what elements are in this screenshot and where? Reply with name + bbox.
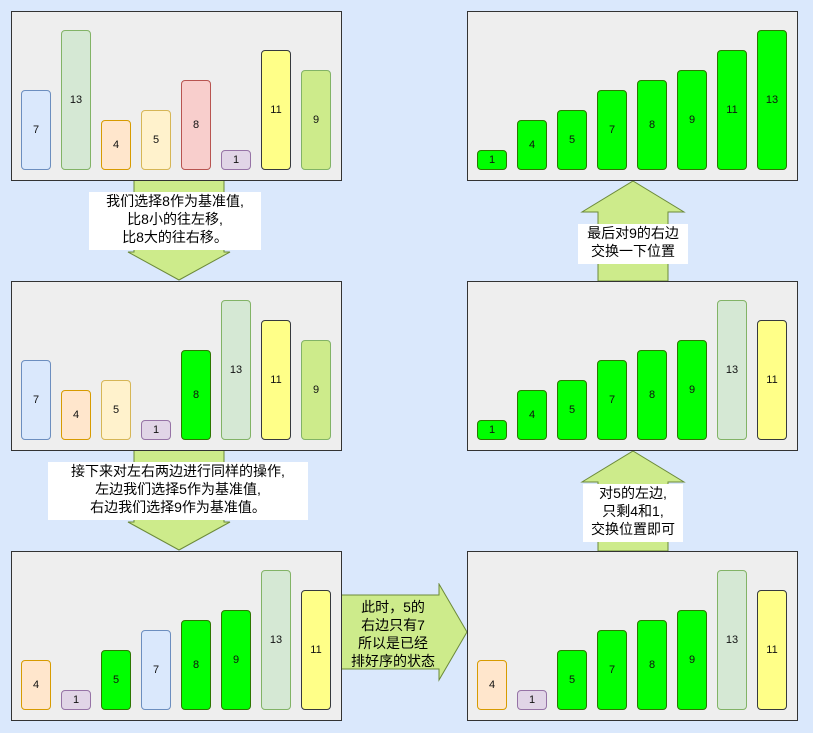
bar-1: 1: [221, 150, 251, 170]
bar-1: 1: [477, 150, 507, 170]
panel-step4: 4 1 5 7 8 9 13 11: [467, 551, 798, 721]
bar-9: 9: [677, 70, 707, 170]
note-right-of-5: 此时，5的 右边只有7 所以是已经 排好序的状态: [351, 599, 435, 669]
bar-4: 4: [517, 390, 547, 440]
bar-13: 13: [717, 300, 747, 440]
bar-9: 9: [677, 340, 707, 440]
bar-5: 5: [557, 110, 587, 170]
bar-13: 13: [221, 300, 251, 440]
bar-7: 7: [21, 360, 51, 440]
bar-5: 5: [557, 380, 587, 440]
bar-9: 9: [301, 340, 331, 440]
bar-4: 4: [101, 120, 131, 170]
panel-step1: 7 13 4 5 8 1 11 9: [11, 11, 342, 181]
bar-8: 8: [181, 80, 211, 170]
bar-4: 4: [477, 660, 507, 710]
panel-step6: 1 4 5 7 8 9 11 13: [467, 11, 798, 181]
bar-13: 13: [261, 570, 291, 710]
arrow-right: [341, 583, 469, 683]
bar-7: 7: [597, 360, 627, 440]
note-pivot-8: 我们选择8作为基准值, 比8小的往左移, 比8大的往右移。: [89, 192, 261, 250]
bar-7: 7: [597, 630, 627, 710]
bar-9: 9: [221, 610, 251, 710]
bar-4: 4: [517, 120, 547, 170]
panel-step2: 7 4 5 1 8 13 11 9: [11, 281, 342, 451]
note-left-of-5: 对5的左边, 只剩4和1, 交换位置即可: [583, 484, 683, 542]
bar-8: 8: [181, 620, 211, 710]
bar-11: 11: [757, 590, 787, 710]
bar-11: 11: [757, 320, 787, 440]
panel-step5: 1 4 5 7 8 9 13 11: [467, 281, 798, 451]
bar-13: 13: [61, 30, 91, 170]
bar-5: 5: [101, 380, 131, 440]
bar-11: 11: [261, 320, 291, 440]
bar-7: 7: [141, 630, 171, 710]
bar-7: 7: [21, 90, 51, 170]
bar-4: 4: [61, 390, 91, 440]
bar-8: 8: [637, 350, 667, 440]
bar-8: 8: [637, 620, 667, 710]
bar-1: 1: [61, 690, 91, 710]
bar-13: 13: [757, 30, 787, 170]
bar-11: 11: [261, 50, 291, 170]
bar-7: 7: [597, 90, 627, 170]
note-right-of-9: 最后对9的右边 交换一下位置: [578, 224, 688, 264]
bar-1: 1: [141, 420, 171, 440]
bar-9: 9: [301, 70, 331, 170]
bar-13: 13: [717, 570, 747, 710]
bar-8: 8: [637, 80, 667, 170]
bar-1: 1: [517, 690, 547, 710]
bar-5: 5: [141, 110, 171, 170]
panel-step3: 4 1 5 7 8 9 13 11: [11, 551, 342, 721]
bar-4: 4: [21, 660, 51, 710]
bar-5: 5: [557, 650, 587, 710]
bar-5: 5: [101, 650, 131, 710]
bar-9: 9: [677, 610, 707, 710]
bar-11: 11: [717, 50, 747, 170]
note-pivot-5-9: 接下来对左右两边进行同样的操作, 左边我们选择5作为基准值, 右边我们选择9作为…: [48, 462, 308, 520]
bar-11: 11: [301, 590, 331, 710]
bar-1: 1: [477, 420, 507, 440]
bar-8: 8: [181, 350, 211, 440]
